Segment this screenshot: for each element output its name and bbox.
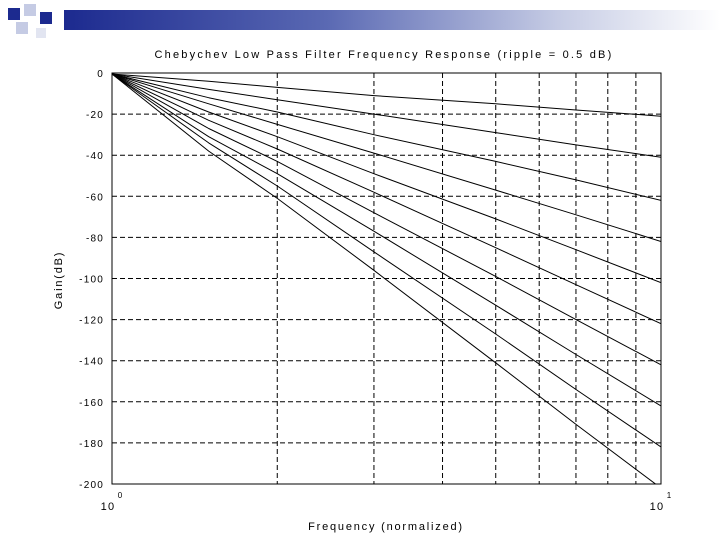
decorative-square (36, 28, 46, 38)
series-line (112, 73, 661, 242)
y-tick-label: -40 (86, 151, 104, 162)
decorative-square (16, 22, 28, 34)
decorative-square (24, 4, 36, 16)
x-tick-label-base: 10 (650, 501, 665, 513)
plot-frame (111, 72, 662, 485)
x-tick-label-exponent: 0 (118, 491, 123, 500)
series-line (112, 73, 657, 484)
header-gradient-bar (64, 10, 720, 30)
y-tick-label: 0 (97, 69, 104, 80)
series-line (112, 73, 661, 325)
series-line (112, 73, 661, 366)
series-line (112, 73, 661, 201)
x-tick-label-base: 10 (101, 501, 116, 513)
series-line (112, 73, 661, 117)
series-line (112, 73, 661, 448)
x-axis-label: Frequency (normalized) (308, 521, 464, 533)
decorative-square (40, 12, 52, 24)
series-lines (112, 73, 661, 484)
y-tick-label: -80 (86, 233, 104, 244)
y-tick-label: -100 (79, 275, 104, 286)
y-tick-label: -20 (86, 110, 104, 121)
y-tick-label: -200 (79, 480, 104, 491)
y-tick-label: -140 (79, 357, 104, 368)
series-line (112, 73, 661, 284)
y-tick-label: -160 (79, 398, 104, 409)
y-tick-label: -60 (86, 192, 104, 203)
series-line (112, 73, 661, 158)
y-tick-label: -180 (79, 439, 104, 450)
series-line (112, 73, 661, 407)
chart-title: Chebychev Low Pass Filter Frequency Resp… (155, 49, 614, 61)
tick-labels: 0-20-40-60-80-100-120-140-160-180-200100… (79, 69, 672, 513)
decorative-square (8, 8, 20, 20)
x-tick-label-exponent: 1 (667, 491, 672, 500)
grid-lines (112, 73, 661, 484)
y-tick-label: -120 (79, 316, 104, 327)
y-axis-label: Gain(dB) (53, 251, 65, 309)
